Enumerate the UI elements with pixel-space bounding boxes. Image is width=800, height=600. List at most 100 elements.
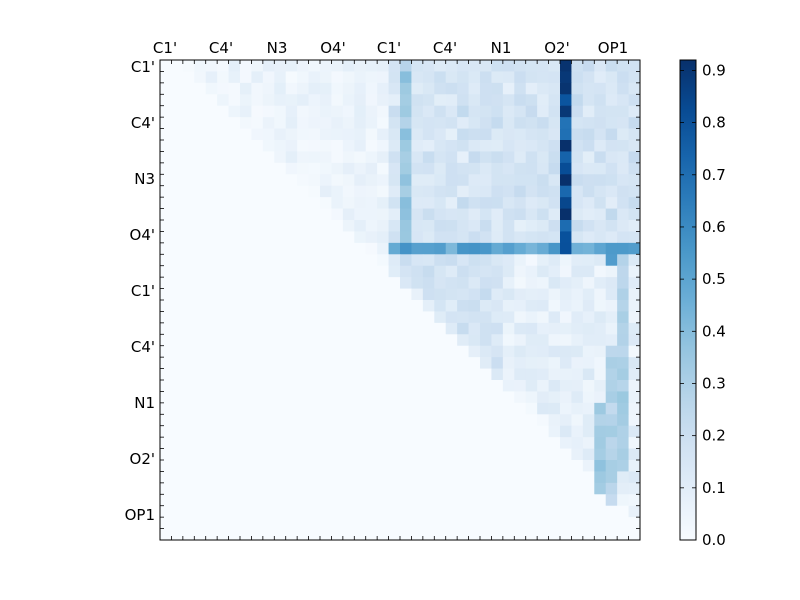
heatmap-cell [297, 505, 309, 518]
heatmap-cell [274, 94, 287, 107]
heatmap-cell [285, 208, 298, 221]
heatmap-cell [194, 140, 207, 152]
heatmap-cell [548, 174, 561, 187]
heatmap-cell [468, 357, 481, 369]
heatmap-cell [354, 71, 367, 84]
heatmap-cell [571, 528, 584, 541]
heatmap-cell [274, 82, 287, 95]
heatmap-cell [205, 517, 218, 529]
heatmap-cell [274, 208, 287, 221]
heatmap-cell [480, 254, 492, 267]
heatmap-cell [502, 448, 515, 461]
heatmap-cell [388, 254, 401, 267]
heatmap-cell [171, 185, 184, 198]
heatmap-cell [388, 82, 401, 95]
heatmap-cell [445, 402, 458, 415]
heatmap-cell [502, 437, 515, 449]
heatmap-cell [502, 60, 515, 72]
heatmap-cell [628, 311, 641, 324]
heatmap-cell [262, 94, 275, 107]
heatmap-cell [514, 414, 527, 427]
heatmap-cell [342, 528, 355, 541]
heatmap-cell [560, 220, 572, 232]
heatmap-cell [354, 128, 367, 141]
heatmap-cell [160, 71, 172, 84]
heatmap-cell [434, 71, 447, 84]
heatmap-cell [605, 288, 618, 301]
heatmap-cell [228, 334, 241, 347]
heatmap-cell [342, 437, 355, 449]
heatmap-cell [537, 471, 549, 484]
heatmap-cell [285, 162, 298, 175]
heatmap-cell [468, 277, 481, 289]
heatmap-cell [548, 505, 561, 518]
heatmap-cell [240, 482, 252, 495]
heatmap-cell [445, 334, 458, 347]
heatmap-cell [308, 82, 321, 95]
heatmap-cell [262, 391, 275, 404]
heatmap-cell [228, 174, 241, 187]
heatmap-cell [285, 265, 298, 278]
heatmap-cell [594, 437, 607, 449]
heatmap-cell [457, 105, 469, 118]
heatmap-cell [491, 482, 504, 495]
heatmap-cell [400, 265, 412, 278]
heatmap-cell [182, 345, 195, 358]
heatmap-cell [400, 494, 412, 507]
heatmap-cell [582, 391, 595, 404]
colorbar-tick-label: 0.1 [702, 479, 726, 497]
heatmap-cell [468, 117, 481, 129]
heatmap-cell [320, 482, 332, 495]
heatmap-cell [342, 322, 355, 335]
heatmap-cell [354, 174, 367, 187]
heatmap-cell [434, 414, 447, 427]
heatmap-cell [502, 345, 515, 358]
heatmap-cell [537, 254, 549, 267]
heatmap-cell [400, 345, 412, 358]
heatmap-cell [605, 322, 618, 335]
heatmap-cell [354, 380, 367, 392]
heatmap-cell [262, 448, 275, 461]
heatmap-cell [594, 128, 607, 141]
heatmap-cell [297, 334, 309, 347]
heatmap-cell [617, 494, 629, 507]
heatmap-cell [628, 494, 641, 507]
heatmap-cell [297, 402, 309, 415]
heatmap-cell [400, 528, 412, 541]
heatmap-cell [548, 311, 561, 324]
heatmap-cell [262, 345, 275, 358]
heatmap-cell [377, 128, 389, 141]
heatmap-cell [468, 231, 481, 244]
heatmap-cell [594, 402, 607, 415]
heatmap-cell [480, 220, 492, 232]
heatmap-cell [491, 288, 504, 301]
heatmap-cell [297, 471, 309, 484]
heatmap-cell [297, 231, 309, 244]
heatmap-cell [594, 288, 607, 301]
heatmap-cell [365, 117, 378, 129]
heatmap-cell [434, 482, 447, 495]
heatmap-cell [297, 60, 309, 72]
heatmap-cell [628, 82, 641, 95]
heatmap-cell [160, 265, 172, 278]
heatmap-cell [342, 414, 355, 427]
heatmap-cell [468, 220, 481, 232]
heatmap-cell [285, 94, 298, 107]
heatmap-cell [297, 140, 309, 152]
heatmap-cell [308, 71, 321, 84]
heatmap-cell [274, 380, 287, 392]
heatmap-cell [182, 460, 195, 472]
heatmap-cell [560, 402, 572, 415]
heatmap-cell [537, 117, 549, 129]
heatmap-cell [251, 105, 264, 118]
heatmap-cell [605, 265, 618, 278]
heatmap-cell [400, 60, 412, 72]
heatmap-cell [171, 345, 184, 358]
heatmap-cell [171, 151, 184, 164]
heatmap-cell [560, 128, 572, 141]
heatmap-cell [548, 117, 561, 129]
heatmap-cell [388, 71, 401, 84]
heatmap-cell [160, 220, 172, 232]
heatmap-cell [457, 448, 469, 461]
heatmap-cell [537, 517, 549, 529]
